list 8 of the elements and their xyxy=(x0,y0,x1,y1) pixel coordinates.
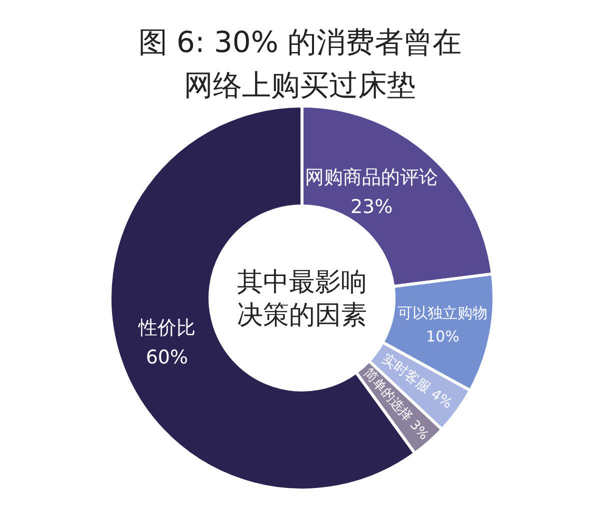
data-label: 23% xyxy=(350,196,393,218)
chart-title: 图 6: 30% 的消费者曾在网络上购买过床垫 xyxy=(138,25,462,102)
slice-label: 性价比 xyxy=(137,316,196,339)
data-label: 60% xyxy=(146,346,188,368)
text: 其中最影响决策的因素 xyxy=(237,268,367,330)
slice-label: 可以独立购物 xyxy=(398,304,488,322)
data-label: 10% xyxy=(426,327,460,346)
slice-label: 网购商品的评论 xyxy=(305,166,438,188)
